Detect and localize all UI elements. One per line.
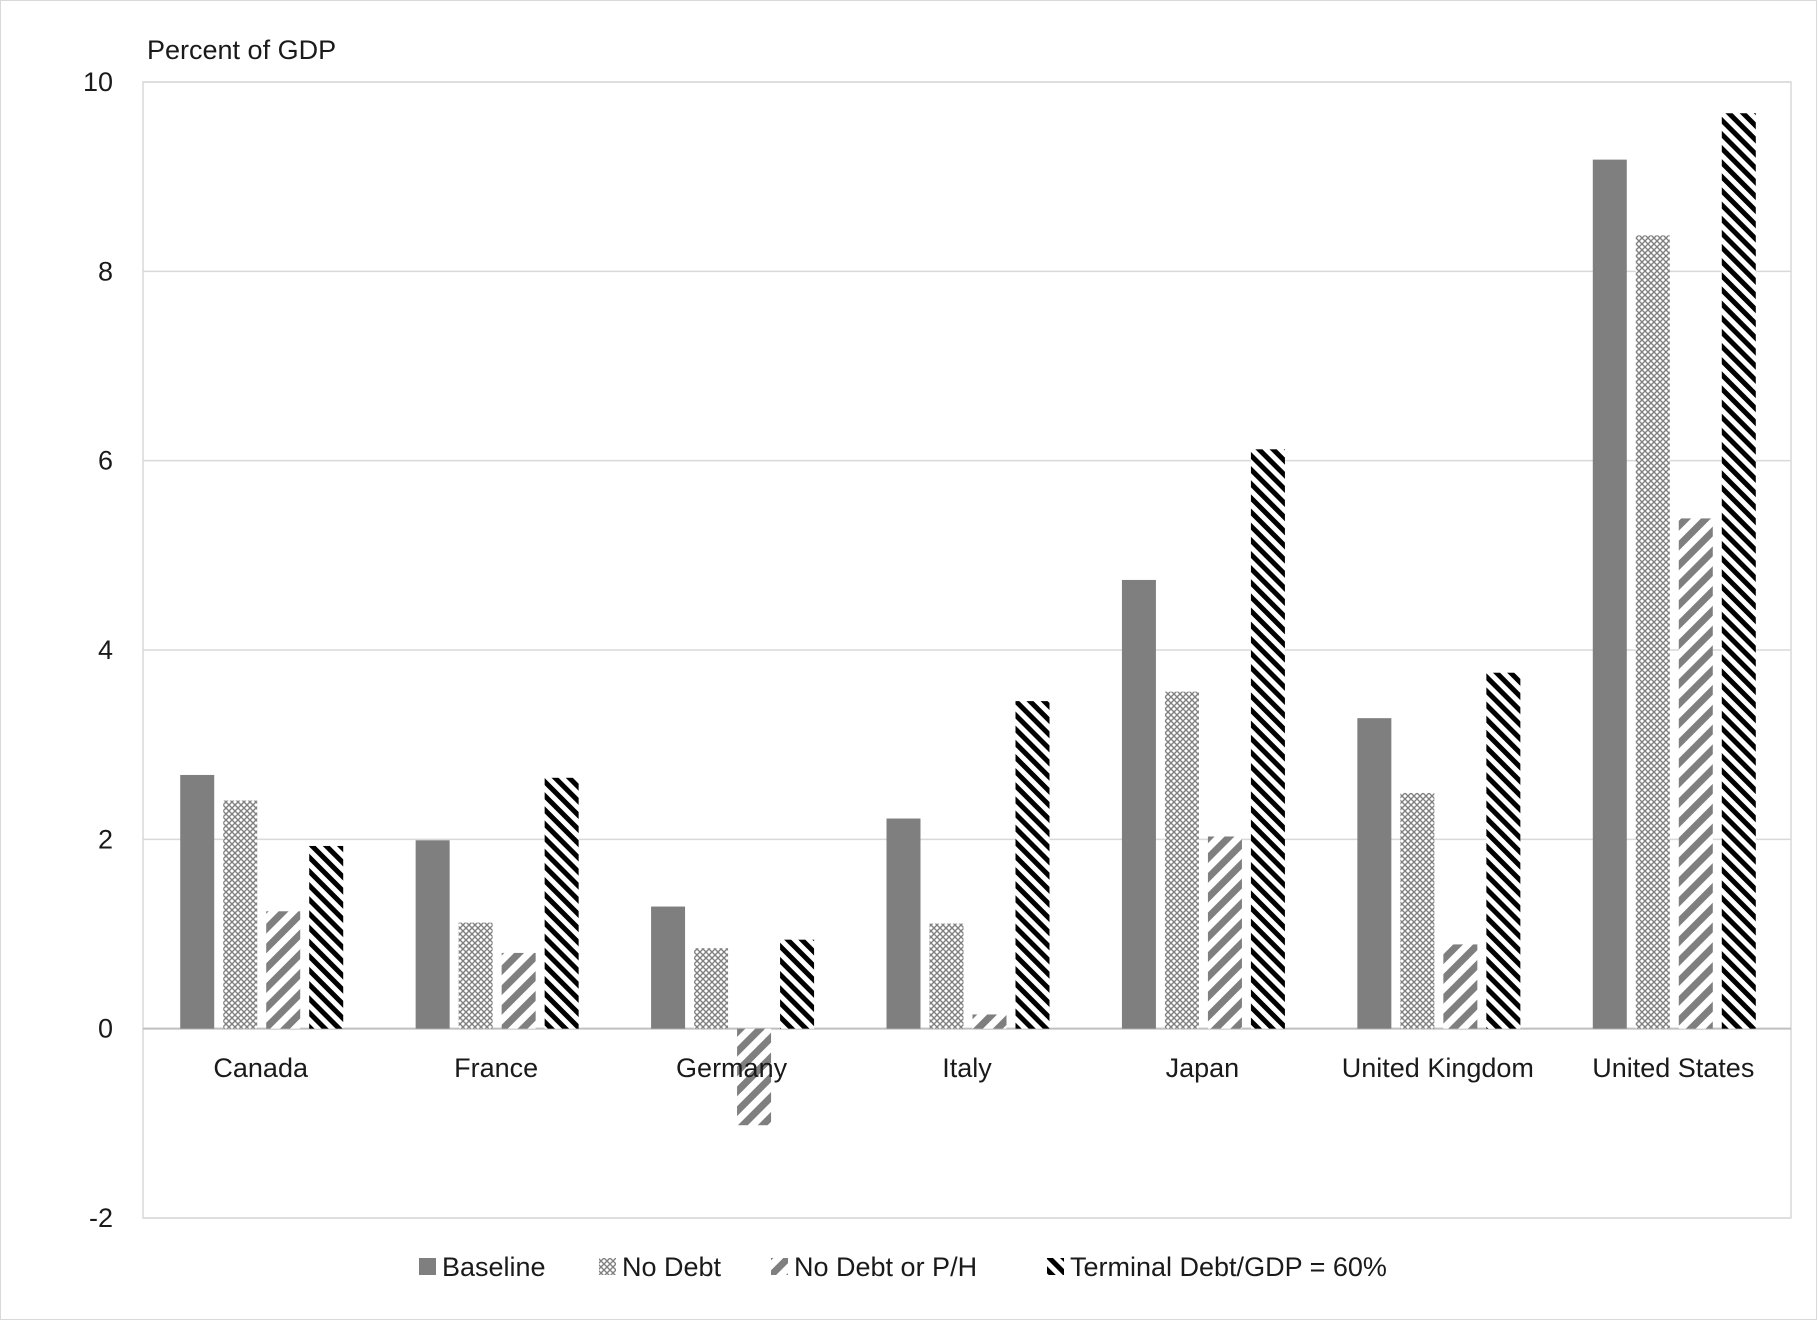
bar-italy-no-debt [929,923,964,1029]
legend-label-baseline: Baseline [442,1252,546,1282]
y-tick-label: 0 [98,1014,113,1044]
bar-germany-no-debt [694,948,729,1029]
bar-france-no-debt-or-p-h [501,952,536,1029]
x-tick-label: Italy [942,1053,992,1083]
y-tick-label: 2 [98,824,113,854]
bar-canada-terminal-debt-gdp-60 [309,845,344,1029]
x-tick-label: Japan [1166,1053,1240,1083]
bar-france-terminal-debt-gdp-60 [544,777,579,1029]
gridlines [142,81,1792,1219]
legend-swatch-baseline [419,1258,436,1275]
legend: Baseline No Debt No Debt or P/H Terminal De… [419,1252,1387,1282]
bar-canada-baseline [180,774,215,1029]
x-tick-label: United Kingdom [1342,1053,1534,1083]
bar-japan-terminal-debt-gdp-60 [1250,449,1285,1029]
bar-united-states-terminal-debt-gdp-60 [1721,113,1756,1029]
bar-germany-terminal-debt-gdp-60 [780,939,815,1029]
bar-united-states-baseline [1592,159,1627,1029]
legend-label-no-debt: No Debt [622,1252,722,1282]
bar-canada-no-debt-or-p-h [266,911,301,1029]
y-tick-label: 6 [98,446,113,476]
legend-swatch-terminal-debt-gdp-60 [1047,1258,1064,1275]
bar-germany-no-debt-or-p-h [737,1028,772,1126]
x-tick-label: Canada [213,1053,309,1083]
y-tick-label: 4 [98,635,113,665]
bar-united-kingdom-no-debt-or-p-h [1443,944,1478,1029]
bar-united-states-no-debt-or-p-h [1678,518,1713,1029]
bar-germany-baseline [651,906,686,1029]
bar-france-baseline [415,840,450,1029]
y-tick-label: 8 [98,256,113,286]
y-axis-title: Percent of GDP [147,35,336,65]
axes: -2 0 2 4 6 8 10 Canada France Germany Italy Japan Un… [83,67,1754,1233]
legend-label-no-debt-or-p-h: No Debt or P/H [794,1252,977,1282]
bar-united-kingdom-baseline [1357,718,1392,1029]
bar-united-kingdom-terminal-debt-gdp-60 [1486,672,1521,1029]
bar-japan-no-debt [1164,691,1199,1029]
bar-canada-no-debt [223,800,258,1029]
y-tick-label: 10 [83,67,113,97]
bar-france-no-debt [458,922,493,1029]
x-tick-label: France [454,1053,538,1083]
legend-label-terminal-debt-gdp-60: Terminal Debt/GDP = 60% [1070,1252,1387,1282]
x-tick-label: Germany [676,1053,788,1083]
y-tick-label: -2 [89,1203,113,1233]
bar-italy-terminal-debt-gdp-60 [1015,701,1050,1029]
bar-italy-baseline [886,818,921,1029]
x-tick-label: United States [1592,1053,1754,1083]
legend-swatch-no-debt-or-p-h [771,1258,788,1275]
legend-swatch-no-debt [599,1258,616,1275]
bar-japan-baseline [1121,579,1156,1029]
bar-united-states-no-debt [1635,235,1670,1029]
bar-japan-no-debt-or-p-h [1207,836,1242,1029]
bar-italy-no-debt-or-p-h [972,1014,1007,1029]
bar-united-kingdom-no-debt [1400,792,1435,1029]
bars [180,113,1756,1126]
